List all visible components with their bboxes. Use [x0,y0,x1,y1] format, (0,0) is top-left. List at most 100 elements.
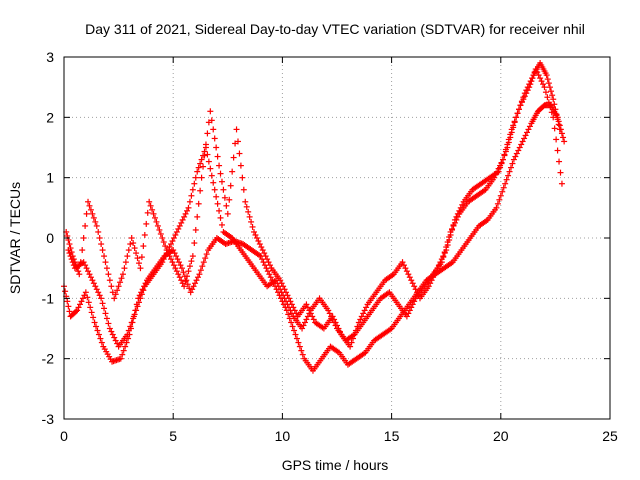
data-point-track-b-125 [240,186,247,193]
data-point-track-c-260 [441,249,448,256]
data-point-track-a-83 [177,262,184,269]
data-point-track-c-24 [98,295,105,302]
data-point-track-b-91 [191,240,198,247]
data-point-track-a-46 [123,339,130,346]
data-point-track-a-19 [84,294,91,301]
data-point-track-c-180 [325,307,332,314]
data-point-track-b-346 [554,116,561,123]
data-point-track-c-267 [451,219,458,226]
data-point-track-c-297 [495,165,502,172]
data-point-track-a-3 [64,298,71,305]
data-point-track-b-70 [160,239,167,246]
data-point-track-a-306 [502,180,509,187]
data-point-track-c-35 [114,340,121,347]
data-point-track-b-36 [111,295,118,302]
data-point-track-b-28 [99,247,106,254]
data-point-track-a-140 [260,259,267,266]
data-point-track-c-339 [554,147,561,154]
data-point-track-a-90 [187,289,194,296]
data-point-track-b-338 [545,80,552,87]
data-point-track-c-331 [542,89,549,96]
data-point-track-b-19 [86,202,93,209]
data-point-track-c-324 [532,66,539,73]
data-point-track-b-133 [252,231,259,238]
data-point-track-b-118 [230,154,237,161]
data-point-track-c-29 [105,320,112,327]
data-point-track-a-300 [493,204,500,211]
data-point-track-b-55 [138,254,145,261]
data-point-track-c-314 [520,96,527,103]
data-point-track-c-181 [326,310,333,317]
data-point-track-c-46 [130,315,137,322]
data-point-track-b-84 [181,283,188,290]
x-tick-label: 15 [384,428,400,444]
data-point-track-b-14 [79,247,86,254]
data-point-track-b-168 [303,301,310,308]
data-point-track-c-341 [557,169,564,176]
data-point-track-c-306 [508,126,515,133]
grid-lines [64,57,610,419]
data-point-track-b-112 [221,194,228,201]
data-point-track-b-65 [153,218,160,225]
data-point-track-c-303 [504,141,511,148]
data-point-track-c-308 [511,118,518,125]
data-point-track-b-68 [157,230,164,237]
data-point-track-a-316 [516,144,523,151]
data-point-track-a-141 [261,262,268,269]
data-point-track-c-315 [521,93,528,100]
data-point-track-a-92 [190,283,197,290]
data-point-track-c-68 [162,253,169,260]
data-point-track-c-164 [301,319,308,326]
data-point-track-c-82 [182,210,189,217]
data-point-track-a-27 [95,331,102,338]
data-point-track-b-24 [93,222,100,229]
data-point-track-b-124 [239,174,246,181]
data-point-track-c-74 [170,235,177,241]
data-point-track-a-138 [257,253,264,260]
data-point-track-b-63 [150,210,157,217]
y-tick-label: 2 [46,109,54,125]
data-point-track-a-353 [560,134,567,141]
data-point-track-b-208 [361,307,368,314]
data-point-track-c-234 [403,313,410,320]
data-point-track-b-81 [176,274,183,281]
data-point-track-c-296 [494,168,501,175]
data-point-track-c-299 [498,159,505,166]
data-point-track-a-315 [515,147,522,154]
data-point-track-a-323 [526,123,533,130]
data-point-track-a-1 [62,288,69,295]
data-point-track-c-34 [112,337,119,344]
data-point-track-b-80 [175,271,182,278]
data-point-track-a-95 [194,274,201,281]
data-point-track-c-264 [447,228,454,235]
data-point-track-b-62 [149,206,156,213]
x-tick-label: 5 [169,428,177,444]
data-point-track-b-20 [87,206,94,213]
data-point-track-b-50 [131,245,138,252]
data-point-track-c-83 [184,207,191,214]
data-point-track-c-53 [140,287,147,294]
data-point-track-b-240 [408,277,415,284]
data-point-track-a-25 [93,323,100,330]
data-point-track-b-56 [140,243,147,250]
x-tick-label: 0 [60,428,68,444]
data-point-track-c-25 [99,300,106,307]
data-point-track-b-38 [114,287,121,294]
data-point-track-a-143 [264,268,271,275]
data-point-track-c-330 [541,84,548,91]
data-point-track-b-59 [144,209,151,216]
data-point-track-a-163 [293,335,300,342]
data-point-track-b-57 [141,231,148,238]
data-point-track-c-266 [450,222,457,229]
data-point-track-b-140 [262,253,269,260]
data-point-track-b-64 [152,214,158,221]
data-point-track-c-165 [303,316,310,323]
data-point-track-c-145 [274,280,281,287]
data-point-track-c-48 [133,307,140,314]
data-point-track-c-312 [517,102,524,109]
data-point-track-b-343 [551,101,558,108]
data-point-track-b-40 [117,279,124,286]
data-point-track-b-31 [103,265,110,272]
data-point-track-a-302 [496,196,503,203]
data-point-track-b-126 [242,198,249,205]
